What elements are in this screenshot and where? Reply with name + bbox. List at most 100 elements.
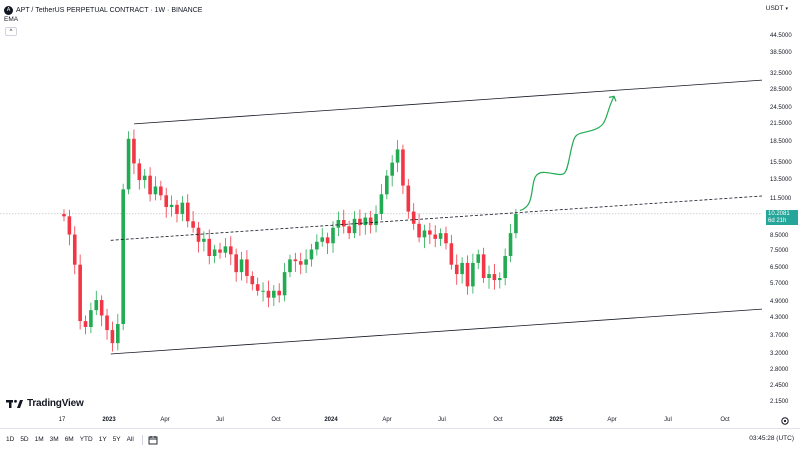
candle-down bbox=[78, 264, 82, 322]
candle-up bbox=[202, 238, 206, 242]
time-tick-label: 17 bbox=[58, 417, 66, 423]
range-button-5y[interactable]: 5Y bbox=[112, 436, 121, 443]
price-tick-label: 28.5000 bbox=[770, 86, 792, 93]
range-button-all[interactable]: All bbox=[126, 436, 134, 443]
candle-down bbox=[368, 217, 373, 226]
channel-mid-line bbox=[110, 195, 762, 241]
range-buttons: 1D 5D 1M 3M 6M YTD 1Y 5Y All bbox=[0, 436, 137, 443]
range-button-1y[interactable]: 1Y bbox=[98, 436, 107, 443]
candle-down bbox=[164, 195, 169, 208]
collapse-indicators-button[interactable]: ^ bbox=[5, 27, 17, 36]
candle-down bbox=[99, 300, 104, 316]
last-price-countdown: 6d 21h bbox=[768, 217, 787, 224]
candle-up bbox=[460, 262, 464, 275]
candle-up bbox=[331, 227, 335, 244]
price-tick-label: 21.5000 bbox=[770, 120, 792, 127]
time-tick-label: Jul bbox=[216, 417, 224, 423]
candle-up bbox=[116, 324, 120, 344]
candle-up bbox=[487, 274, 491, 279]
time-tick-label: 2024 bbox=[324, 417, 338, 423]
price-tick-label: 4.3000 bbox=[770, 315, 789, 322]
range-button-5d[interactable]: 5D bbox=[20, 436, 29, 443]
candle-down bbox=[444, 233, 448, 244]
candle-up bbox=[471, 262, 475, 287]
range-button-1m[interactable]: 1M bbox=[34, 436, 44, 443]
candle-down bbox=[255, 284, 260, 291]
candle-down bbox=[411, 211, 416, 224]
chevron-up-icon: ^ bbox=[9, 28, 13, 35]
price-tick-label: 4.9000 bbox=[770, 299, 789, 306]
candle-up bbox=[374, 213, 378, 226]
candle-up bbox=[395, 149, 400, 163]
candle-down bbox=[454, 264, 459, 275]
candle-down bbox=[228, 246, 233, 255]
range-button-6m[interactable]: 6M bbox=[64, 436, 74, 443]
calendar-icon[interactable] bbox=[148, 435, 158, 445]
candle-up bbox=[476, 254, 481, 263]
candle-down bbox=[245, 259, 249, 277]
candle-down bbox=[341, 220, 346, 227]
symbol-title[interactable]: A APT / TetherUS PERPETUAL CONTRACT · 1W… bbox=[4, 4, 202, 16]
candle-down bbox=[218, 249, 222, 253]
candle-up bbox=[315, 241, 319, 250]
candle-down bbox=[277, 290, 281, 296]
candle-down bbox=[406, 185, 411, 212]
time-tick-label: 2025 bbox=[549, 417, 563, 423]
gear-icon[interactable] bbox=[780, 416, 790, 426]
candle-up bbox=[153, 186, 158, 195]
toolbar-divider bbox=[141, 434, 143, 445]
price-tick-label: 2.8000 bbox=[770, 367, 789, 374]
candle-up bbox=[169, 204, 174, 208]
candle-up bbox=[320, 237, 325, 242]
time-tick-label: Apr bbox=[382, 417, 392, 423]
candle-down bbox=[67, 216, 72, 235]
candle-up bbox=[385, 175, 389, 195]
candle-down bbox=[358, 218, 362, 226]
currency-selector[interactable]: USDT ▾ bbox=[766, 5, 788, 12]
chart-header: A APT / TetherUS PERPETUAL CONTRACT · 1W… bbox=[0, 0, 800, 40]
price-tick-label: 6.5000 bbox=[770, 265, 789, 272]
time-tick-label: Apr bbox=[607, 417, 617, 423]
candle-down bbox=[191, 221, 195, 228]
candle-down bbox=[159, 186, 163, 196]
range-button-3m[interactable]: 3M bbox=[49, 436, 59, 443]
indicator-label[interactable]: EMA bbox=[4, 16, 19, 23]
candle-down bbox=[148, 175, 152, 195]
candle-up bbox=[142, 175, 147, 181]
candle-up bbox=[363, 217, 368, 226]
currency-label: USDT bbox=[765, 5, 784, 12]
range-button-ytd[interactable]: YTD bbox=[79, 436, 93, 443]
time-axis[interactable]: 17 2023 Apr Jul Oct 2024 Apr Jul Oct 2025 Apr Jul Oc… bbox=[0, 412, 762, 428]
projection-arrow bbox=[519, 96, 615, 212]
utc-clock[interactable]: 03:45:28 (UTC) bbox=[749, 435, 794, 442]
candle-up bbox=[309, 249, 314, 260]
symbol-title-text: APT / TetherUS PERPETUAL CONTRACT · 1W ·… bbox=[16, 6, 203, 14]
price-tick-label: 11.5000 bbox=[770, 196, 792, 203]
candle-up bbox=[212, 249, 217, 257]
candle-up bbox=[352, 218, 357, 234]
price-tick-label: 5.7000 bbox=[770, 281, 789, 288]
last-price-value: 10.2081 bbox=[768, 210, 790, 217]
range-button-1d[interactable]: 1D bbox=[6, 436, 15, 443]
price-axis[interactable]: 44.5000 38.5000 32.5000 28.5000 24.5000 21.50… bbox=[762, 0, 800, 412]
candle-up bbox=[422, 230, 427, 238]
price-tick-label: 2.4500 bbox=[770, 383, 789, 390]
candle-down bbox=[105, 315, 109, 331]
projection-arrow-head bbox=[608, 95, 617, 102]
candle-down bbox=[196, 227, 201, 242]
candle-up bbox=[503, 256, 507, 279]
price-tick-label: 24.5000 bbox=[770, 105, 792, 112]
chart-canvas[interactable] bbox=[0, 0, 762, 412]
candle-up bbox=[239, 259, 244, 273]
chevron-down-icon: ▾ bbox=[785, 6, 788, 12]
candle-down bbox=[449, 243, 454, 265]
candle-up bbox=[223, 246, 228, 253]
price-tick-label: 44.5000 bbox=[770, 33, 792, 39]
candle-up bbox=[180, 202, 185, 214]
candle-down bbox=[347, 226, 351, 234]
candle-up bbox=[272, 290, 276, 298]
candle-down bbox=[293, 259, 298, 262]
candle-up bbox=[121, 189, 125, 325]
candle-up bbox=[89, 310, 93, 328]
time-tick-label: Oct bbox=[720, 417, 730, 423]
